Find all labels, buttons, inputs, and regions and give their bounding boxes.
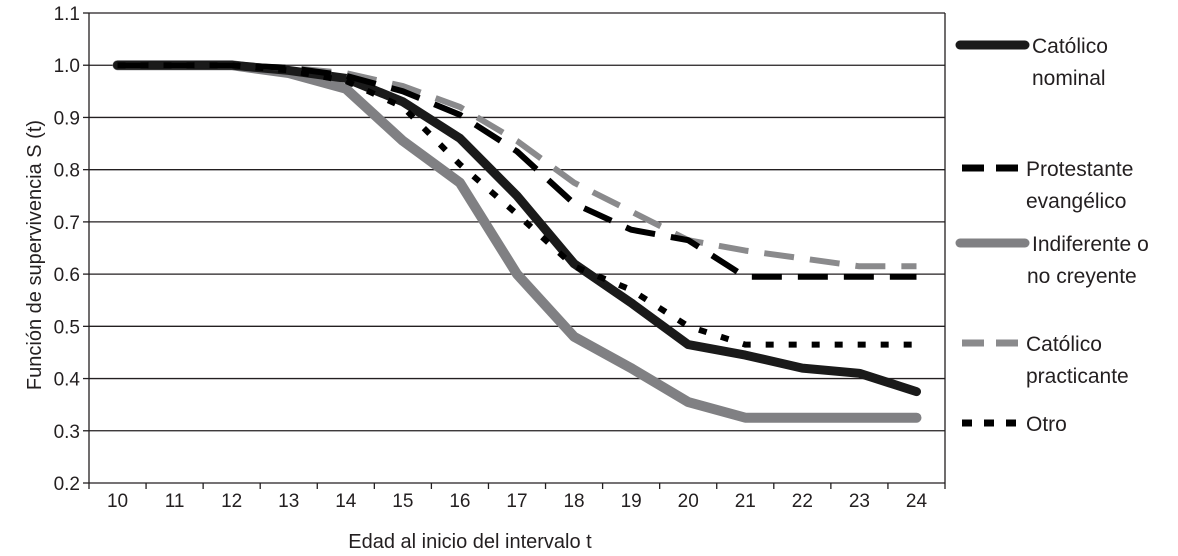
x-tick-label: 13	[278, 491, 299, 512]
legend-label: Católico	[1032, 35, 1108, 58]
x-axis-title: Edad al inicio del intervalo t	[348, 531, 592, 553]
x-tick-label: 20	[678, 491, 699, 512]
x-tick-label: 16	[449, 491, 470, 512]
legend-label: Protestante	[1026, 158, 1133, 181]
legend-label: no creyente	[1027, 265, 1137, 288]
legend-item: Otro	[962, 413, 1067, 436]
y-tick-label: 1.0	[54, 56, 80, 77]
y-tick-label: 0.8	[54, 161, 80, 182]
y-tick-label: 1.1	[54, 4, 80, 25]
legend: Católico nominal Protestante evangélico Indi…	[955, 35, 1149, 436]
legend-label: Indiferente o	[1032, 233, 1149, 256]
x-tick-label: 15	[392, 491, 413, 512]
legend-item: Católico nominal	[955, 35, 1108, 90]
legend-label: Católico	[1026, 333, 1102, 356]
series-line	[113, 60, 921, 397]
x-tick-label: 18	[563, 491, 584, 512]
legend-label: practicante	[1026, 365, 1129, 388]
legend-label: Otro	[1026, 413, 1067, 436]
y-tick-label: 0.5	[54, 317, 80, 338]
legend-label: nominal	[1032, 67, 1106, 90]
x-tick-label: 23	[849, 491, 870, 512]
x-tick-label: 12	[221, 491, 242, 512]
y-axis-title: Función de supervivencia S (t)	[24, 120, 46, 390]
x-tick-label: 14	[335, 491, 357, 512]
x-tick-label: 21	[735, 491, 756, 512]
legend-item: Protestante evangélico	[962, 158, 1133, 213]
x-axis: 10 11 12 13 14 15 16 17 18 19 20 21 22 23 24	[88, 482, 946, 512]
x-tick-label: 11	[165, 491, 185, 512]
series-line	[117, 62, 917, 280]
y-tick-label: 0.3	[54, 422, 80, 443]
gridlines	[89, 12, 945, 432]
series-line	[117, 62, 917, 348]
y-tick-label: 0.2	[54, 474, 80, 495]
x-tick-label: 24	[906, 491, 928, 512]
y-tick-label: 0.7	[54, 213, 80, 234]
x-tick-label: 22	[792, 491, 813, 512]
y-axis: 0.2 0.3 0.4 0.5 0.6 0.7 0.8 0.9 1.0 1.1	[54, 4, 946, 495]
x-tick-label: 17	[506, 491, 527, 512]
series-lines	[112, 60, 922, 423]
y-tick-label: 0.6	[54, 265, 80, 286]
series-line	[117, 62, 917, 270]
legend-item: Católico practicante	[962, 333, 1129, 388]
legend-item: Indiferente o no creyente	[955, 233, 1149, 288]
x-tick-label: 19	[621, 491, 642, 512]
legend-label: evangélico	[1026, 190, 1126, 213]
x-tick-label: 10	[107, 491, 128, 512]
y-tick-label: 0.4	[54, 370, 81, 391]
y-tick-label: 0.9	[54, 108, 80, 129]
